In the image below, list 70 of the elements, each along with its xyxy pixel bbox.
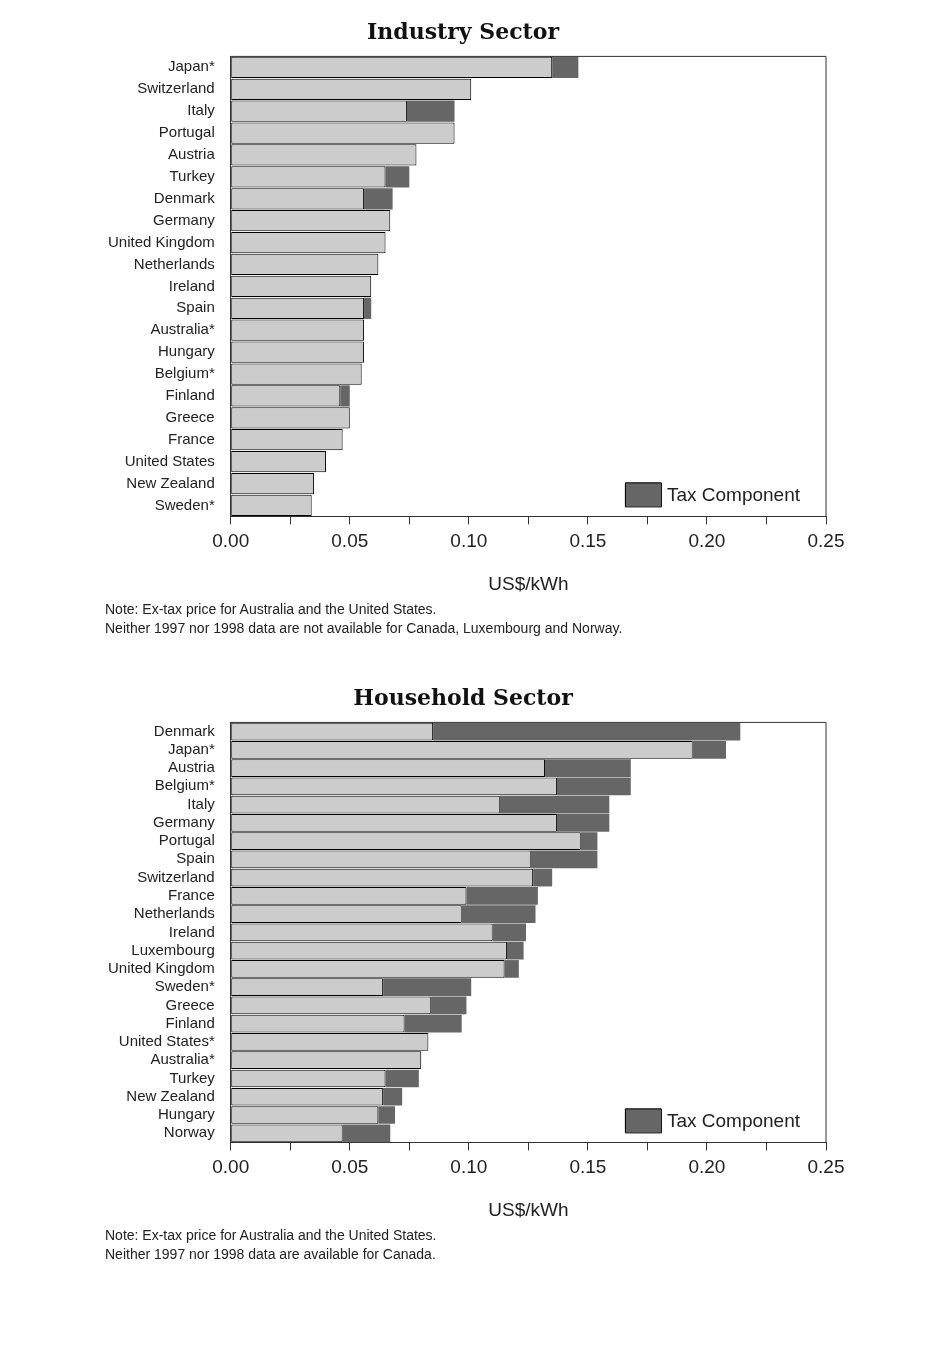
y-tick-label: Turkey bbox=[169, 1068, 216, 1086]
y-tick-label: Italy bbox=[187, 794, 216, 812]
y-tick-label: Hungary bbox=[158, 342, 216, 360]
x-tick-label: 0.15 bbox=[569, 1156, 607, 1178]
x-tick-label: 0.05 bbox=[331, 530, 369, 552]
x-tick-label: 0.25 bbox=[807, 1156, 845, 1178]
y-tick-label: Germany bbox=[153, 812, 216, 830]
y-tick-label: Austria bbox=[168, 758, 216, 776]
text: Note: Ex-tax price for Australia and the United States. bbox=[105, 600, 438, 619]
y-tick-label: Greece bbox=[165, 407, 215, 425]
x-tick-label: 0.00 bbox=[212, 530, 250, 552]
y-tick-label: Belgium* bbox=[154, 776, 215, 794]
bar bbox=[340, 385, 350, 407]
y-tick-label: Austria bbox=[168, 145, 216, 163]
y-tick-label: Hungary bbox=[158, 1105, 216, 1123]
y-tick-label: Denmark bbox=[153, 188, 216, 206]
y-tick-label: Japan* bbox=[168, 739, 215, 757]
y-tick-label: Germany bbox=[153, 210, 216, 228]
text: Note: Ex-tax price for Australia and the United States. bbox=[105, 1226, 438, 1245]
y-tick-label: Spain bbox=[176, 849, 215, 867]
y-tick-label: Norway bbox=[163, 1123, 216, 1141]
y-tick-label: Sweden* bbox=[154, 977, 215, 995]
y-tick-label: Greece bbox=[165, 995, 215, 1013]
text: Neither 1997 nor 1998 data are available for Canada. bbox=[105, 1245, 437, 1264]
y-tick-label: Luxembourg bbox=[131, 940, 215, 958]
x-tick-label: 0.10 bbox=[450, 530, 488, 552]
y-tick-label: Finland bbox=[165, 386, 215, 404]
y-tick-label: France bbox=[168, 429, 215, 447]
x-axis-title: US$/kWh bbox=[488, 572, 569, 594]
bar bbox=[552, 56, 579, 78]
y-tick-label: New Zealand bbox=[126, 1086, 215, 1104]
y-tick-label: Japan* bbox=[168, 57, 215, 75]
x-tick-label: 0.20 bbox=[688, 530, 726, 552]
y-tick-label: Portugal bbox=[158, 123, 215, 141]
chart-title: Household Sector bbox=[353, 683, 574, 710]
y-tick-label: Australia* bbox=[150, 320, 215, 338]
y-tick-label: Netherlands bbox=[133, 254, 215, 272]
bar bbox=[364, 297, 372, 319]
y-tick-label: France bbox=[168, 886, 215, 904]
y-tick-label: New Zealand bbox=[126, 473, 215, 491]
x-tick-label: 0.15 bbox=[569, 530, 607, 552]
y-tick-label: United States* bbox=[118, 1032, 215, 1050]
y-tick-label: Ireland bbox=[168, 922, 215, 940]
y-tick-label: Australia* bbox=[150, 1050, 215, 1068]
y-tick-label: Portugal bbox=[158, 831, 215, 849]
y-tick-label: Finland bbox=[165, 1013, 215, 1031]
y-tick-label: Netherlands bbox=[133, 904, 215, 922]
y-tick-label: Spain bbox=[176, 298, 215, 316]
y-tick-label: Denmark bbox=[153, 721, 216, 739]
chart-title: Industry Sector bbox=[367, 17, 560, 44]
x-axis-title: US$/kWh bbox=[488, 1198, 569, 1220]
y-tick-label: Ireland bbox=[168, 276, 215, 294]
legend-label: Tax Component bbox=[666, 1109, 801, 1131]
x-tick-label: 0.20 bbox=[688, 1156, 726, 1178]
x-tick-label: 0.25 bbox=[807, 530, 845, 552]
y-tick-label: Belgium* bbox=[154, 364, 215, 382]
x-tick-label: 0.10 bbox=[450, 1156, 488, 1178]
y-tick-label: United States bbox=[124, 451, 215, 469]
y-tick-label: Italy bbox=[187, 101, 216, 119]
text: Neither 1997 nor 1998 data are not available for Canada, Luxembourg and Norway. bbox=[105, 619, 624, 638]
bar bbox=[406, 100, 455, 122]
y-tick-label: United Kingdom bbox=[107, 232, 215, 250]
y-tick-label: Sweden* bbox=[154, 495, 215, 513]
y-tick-label: United Kingdom bbox=[107, 959, 215, 977]
legend-label: Tax Component bbox=[666, 483, 801, 505]
y-tick-label: Switzerland bbox=[137, 79, 215, 97]
x-tick-label: 0.00 bbox=[212, 1156, 250, 1178]
y-tick-label: Turkey bbox=[169, 167, 216, 185]
y-tick-label: Switzerland bbox=[137, 867, 215, 885]
x-tick-label: 0.05 bbox=[331, 1156, 369, 1178]
